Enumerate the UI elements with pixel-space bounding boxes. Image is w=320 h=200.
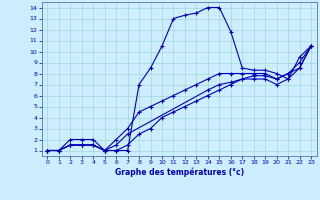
X-axis label: Graphe des températures (°c): Graphe des températures (°c)	[115, 168, 244, 177]
